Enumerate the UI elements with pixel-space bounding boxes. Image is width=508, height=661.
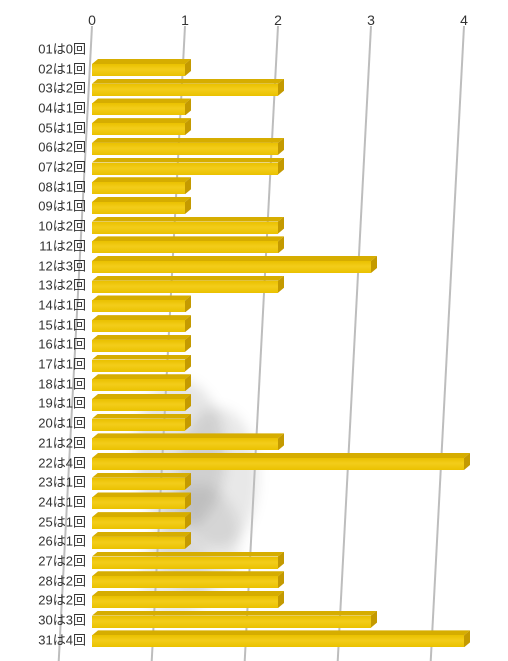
category-label: 22は4回 bbox=[0, 452, 86, 471]
category-label: 01は0回 bbox=[0, 38, 86, 57]
category-label: 03は2回 bbox=[0, 78, 86, 97]
bar bbox=[92, 123, 185, 135]
bar-row: 28は2回 bbox=[0, 570, 508, 590]
bar bbox=[92, 596, 278, 608]
category-label: 09は1回 bbox=[0, 196, 86, 215]
bar-row: 18は1回 bbox=[0, 373, 508, 393]
category-label: 05は1回 bbox=[0, 117, 86, 136]
category-label: 17は1回 bbox=[0, 354, 86, 373]
bar-row: 23は1回 bbox=[0, 471, 508, 491]
bar-row: 05は1回 bbox=[0, 117, 508, 137]
bar bbox=[92, 261, 371, 273]
bar bbox=[92, 163, 278, 175]
bar bbox=[92, 497, 185, 509]
bar-row: 30は3回 bbox=[0, 609, 508, 629]
bar bbox=[92, 64, 185, 76]
category-label: 28は2回 bbox=[0, 570, 86, 589]
bar-row: 06は2回 bbox=[0, 137, 508, 157]
bar bbox=[92, 438, 278, 450]
bar bbox=[92, 576, 278, 588]
bar bbox=[92, 182, 185, 194]
bar-row: 10は2回 bbox=[0, 215, 508, 235]
category-label: 11は2回 bbox=[0, 235, 86, 254]
category-label: 10は2回 bbox=[0, 216, 86, 235]
bar bbox=[92, 537, 185, 549]
category-label: 15は1回 bbox=[0, 314, 86, 333]
bar-row: 07は2回 bbox=[0, 156, 508, 176]
bar-row: 21は2回 bbox=[0, 432, 508, 452]
category-label: 16は1回 bbox=[0, 334, 86, 353]
bar bbox=[92, 281, 278, 293]
bar-row: 26は1回 bbox=[0, 531, 508, 551]
bar bbox=[92, 202, 185, 214]
category-label: 08は1回 bbox=[0, 176, 86, 195]
category-label: 14は1回 bbox=[0, 294, 86, 313]
category-label: 31は4回 bbox=[0, 629, 86, 648]
bar bbox=[92, 635, 464, 647]
bar-row: 22は4回 bbox=[0, 452, 508, 472]
bar bbox=[92, 616, 371, 628]
bar-row: 20は1回 bbox=[0, 412, 508, 432]
bar-row: 01は0回 bbox=[0, 38, 508, 58]
bar bbox=[92, 222, 278, 234]
bar bbox=[92, 557, 278, 569]
category-label: 02は1回 bbox=[0, 58, 86, 77]
category-label: 07は2回 bbox=[0, 157, 86, 176]
category-label: 29は2回 bbox=[0, 590, 86, 609]
bar bbox=[92, 84, 278, 96]
bar-row: 04は1回 bbox=[0, 97, 508, 117]
category-label: 06は2回 bbox=[0, 137, 86, 156]
category-label: 13は2回 bbox=[0, 275, 86, 294]
bar-row: 29は2回 bbox=[0, 590, 508, 610]
bar bbox=[92, 399, 185, 411]
bar bbox=[92, 300, 185, 312]
bar-row: 19は1回 bbox=[0, 393, 508, 413]
bar bbox=[92, 241, 278, 253]
bar-row: 13は2回 bbox=[0, 274, 508, 294]
bar bbox=[92, 517, 185, 529]
bar-row: 17は1回 bbox=[0, 353, 508, 373]
bar-row: 14は1回 bbox=[0, 294, 508, 314]
category-label: 04は1回 bbox=[0, 97, 86, 116]
bar-row: 24は1回 bbox=[0, 491, 508, 511]
category-label: 26は1回 bbox=[0, 531, 86, 550]
category-label: 27は2回 bbox=[0, 551, 86, 570]
bar bbox=[92, 478, 185, 490]
bar-row: 15は1回 bbox=[0, 314, 508, 334]
bar-row: 11は2回 bbox=[0, 235, 508, 255]
category-label: 20は1回 bbox=[0, 413, 86, 432]
bar bbox=[92, 320, 185, 332]
bar-row: 27は2回 bbox=[0, 550, 508, 570]
bar-row: 12は3回 bbox=[0, 255, 508, 275]
bar-row: 03は2回 bbox=[0, 77, 508, 97]
bar-row: 09は1回 bbox=[0, 196, 508, 216]
category-label: 24は1回 bbox=[0, 491, 86, 510]
category-label: 25は1回 bbox=[0, 511, 86, 530]
bar-row: 02は1回 bbox=[0, 58, 508, 78]
bar-row: 25は1回 bbox=[0, 511, 508, 531]
category-label: 23は1回 bbox=[0, 472, 86, 491]
bar bbox=[92, 103, 185, 115]
category-label: 21は2回 bbox=[0, 432, 86, 451]
bar bbox=[92, 360, 185, 372]
category-label: 18は1回 bbox=[0, 373, 86, 392]
category-label: 12は3回 bbox=[0, 255, 86, 274]
bar bbox=[92, 340, 185, 352]
bar bbox=[92, 458, 464, 470]
bar-row: 08は1回 bbox=[0, 176, 508, 196]
category-label: 19は1回 bbox=[0, 393, 86, 412]
bar bbox=[92, 419, 185, 431]
bar-row: 31は4回 bbox=[0, 629, 508, 649]
bar bbox=[92, 379, 185, 391]
category-label: 30は3回 bbox=[0, 610, 86, 629]
bar bbox=[92, 143, 278, 155]
horizontal-bar-chart: 0123401は0回02は1回03は2回04は1回05は1回06は2回07は2回… bbox=[0, 0, 508, 661]
bar-row: 16は1回 bbox=[0, 334, 508, 354]
